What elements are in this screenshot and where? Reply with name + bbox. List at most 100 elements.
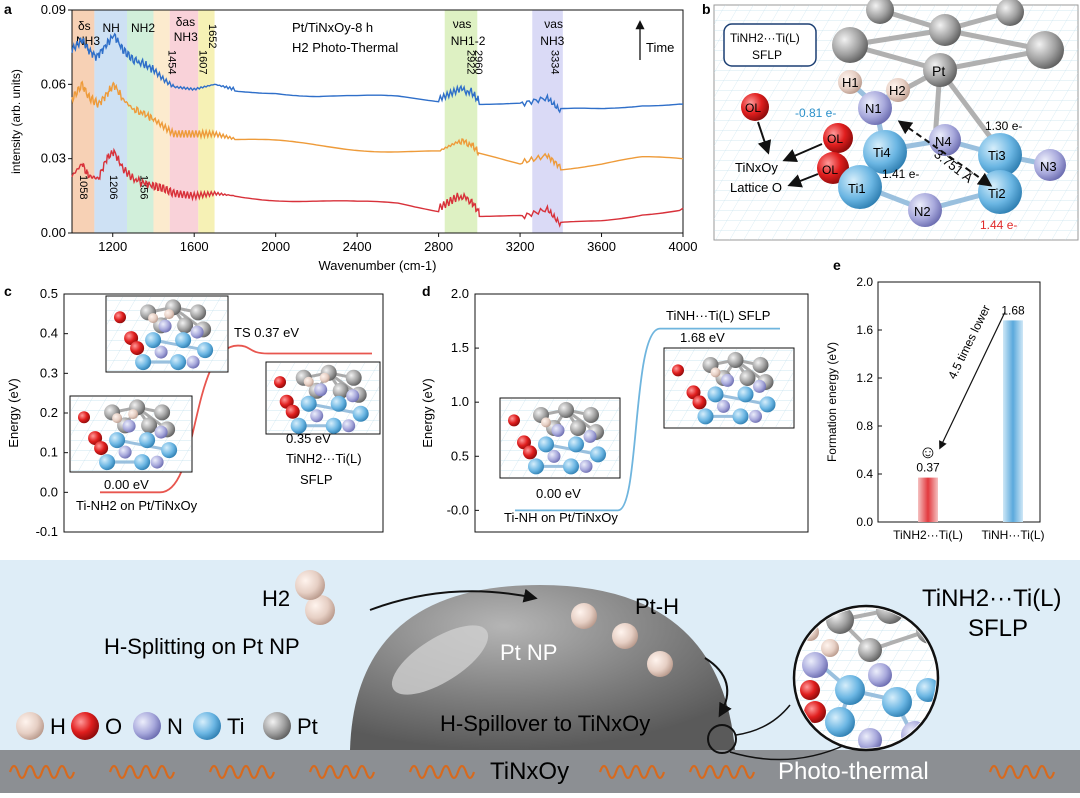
spillover-arrow	[704, 657, 732, 718]
y-axis-label: intensity (arb. units)	[9, 69, 23, 174]
legend-atom-h	[16, 712, 44, 740]
atom-label-ol-2: OL	[827, 132, 843, 146]
x-tick-label: TiNH···Ti(L)	[981, 528, 1044, 542]
atom-label-ol-3: OL	[822, 163, 838, 177]
x-tick-label: 1200	[98, 239, 127, 254]
final-state-label: TiNH2···Ti(L)	[286, 451, 362, 466]
x-tick-label: 2000	[261, 239, 290, 254]
atom-label-ti1: Ti1	[848, 181, 866, 196]
y-tick-label: 2.0	[451, 286, 469, 301]
spectrum-line	[71, 147, 684, 228]
time-label: Time	[646, 40, 674, 55]
y-tick-label: 0.1	[40, 445, 58, 460]
charge-ti2: 1.44 e-	[980, 218, 1017, 232]
photothermal-wave	[688, 764, 756, 780]
x-tick-label: 3600	[587, 239, 616, 254]
bar	[1003, 320, 1023, 522]
y-tick-label: 0.4	[40, 326, 58, 341]
panel-e-formation-energy: e 0.0 0.4 0.8 1.2 1.6 2.0 Formation energy (eV)…	[825, 257, 1045, 542]
atom-label-ti3: Ti3	[988, 148, 1006, 163]
magnifier-small	[707, 724, 737, 754]
y-axis-label: Energy (eV)	[420, 378, 435, 447]
band-label: δs	[78, 19, 91, 33]
band-label: NH	[102, 21, 119, 35]
band-label: NH3	[540, 34, 564, 48]
y-tick-label: 0.0	[40, 484, 58, 499]
legend-atom-pt	[263, 712, 291, 740]
initial-energy-label: 0.00 eV	[536, 486, 581, 501]
x-tick-label: 2800	[424, 239, 453, 254]
assignment-band	[198, 10, 215, 233]
panel-b-structure: b Pt H1	[702, 0, 1079, 241]
charge-ti3: 1.30 e-	[985, 119, 1022, 133]
plot-frame	[71, 9, 684, 234]
y-tick-label: -0.0	[447, 502, 469, 517]
photothermal-wave	[988, 764, 1056, 780]
panel-label-c: c	[4, 283, 12, 299]
panel-label-a: a	[4, 1, 12, 17]
band-label: νas	[453, 17, 472, 31]
h2-label: H2	[262, 586, 290, 611]
y-axis-label: Formation energy (eV)	[825, 342, 839, 462]
comparison-arrow	[939, 311, 1006, 450]
legend-atom-n	[133, 712, 161, 740]
peak-label: 2922	[464, 50, 476, 74]
band-label: NH2	[131, 21, 155, 35]
y-tick-label: 0.00	[41, 225, 66, 240]
spectrum-line	[71, 80, 684, 171]
photothermal-wave	[598, 764, 666, 780]
band-label: NH1-2	[451, 34, 486, 48]
legend-atom-ti	[193, 712, 221, 740]
y-tick-label: 0.03	[41, 151, 66, 166]
atom-label-h2: H2	[889, 83, 906, 98]
smiley-icon: ☺	[919, 442, 937, 462]
panel-label-d: d	[422, 283, 431, 299]
y-tick-label: 0.5	[451, 448, 469, 463]
peak-label: 1607	[197, 50, 209, 74]
y-tick-label: 1.0	[451, 394, 469, 409]
atom-label-ol-1: OL	[745, 101, 761, 115]
sflp-box-subtitle: SFLP	[752, 48, 782, 62]
panel-f-schematic: f Pt NP TiNxOy Photo-thermal H2 H-Splitt…	[0, 560, 1080, 793]
legend-label: H	[50, 714, 66, 739]
photothermal-wave	[8, 764, 76, 780]
band-label: νas	[544, 17, 563, 31]
panel-d-energy-profile: d -0.0 0.5 1.0 1.5 2.0 Energy (eV) TiNH···Ti(L)…	[420, 283, 809, 533]
legend-atom-o	[71, 712, 99, 740]
photothermal-wave	[108, 764, 176, 780]
atom-legend: H O N Ti Pt	[16, 712, 318, 740]
lattice-o-label: Lattice O	[730, 180, 782, 195]
x-tick-label: 1600	[180, 239, 209, 254]
band-label: NH3	[174, 30, 198, 44]
y-tick-label: 1.5	[451, 340, 469, 355]
y-tick-label: 0.3	[40, 365, 58, 380]
atom-label-pt: Pt	[932, 63, 945, 79]
legend-label: N	[167, 714, 183, 739]
bar-value-label: 1.68	[1001, 303, 1025, 317]
substrate-label: TiNxOy	[490, 758, 569, 785]
y-tick-label: 0.8	[856, 419, 873, 433]
bar-value-label: 0.37	[916, 461, 940, 475]
legend-label: O	[105, 714, 122, 739]
y-tick-label: 0.06	[41, 76, 66, 91]
peak-label: 1206	[107, 175, 119, 199]
peak-label: 1058	[77, 175, 89, 199]
atom-label-n2: N2	[914, 204, 931, 219]
photothermal-label: Photo-thermal	[778, 758, 929, 785]
sflp-label-sub: SFLP	[968, 615, 1028, 642]
x-tick-label: 3200	[506, 239, 535, 254]
legend-label: Ti	[227, 714, 245, 739]
bar	[918, 477, 938, 522]
pt-np-label: Pt NP	[500, 640, 557, 665]
photothermal-wave	[308, 764, 376, 780]
x-tick-label: 4000	[669, 239, 698, 254]
peak-label: 3334	[548, 50, 560, 74]
final-state-label: TiNH···Ti(L) SFLP	[666, 308, 770, 323]
initial-state-label: Ti-NH2 on Pt/TiNxOy	[76, 498, 198, 513]
final-energy-label: 0.35 eV	[286, 431, 331, 446]
peak-label: 2960	[472, 50, 484, 74]
panel-c-energy-profile: c -0.1 0.0 0.1 0.2 0.3 0.4 0.5 Energy (eV) TS 0.3…	[4, 283, 384, 539]
plot-frame	[877, 281, 1041, 523]
charge-ti1: 1.41 e-	[882, 167, 919, 181]
atom-label-ti2: Ti2	[988, 186, 1006, 201]
